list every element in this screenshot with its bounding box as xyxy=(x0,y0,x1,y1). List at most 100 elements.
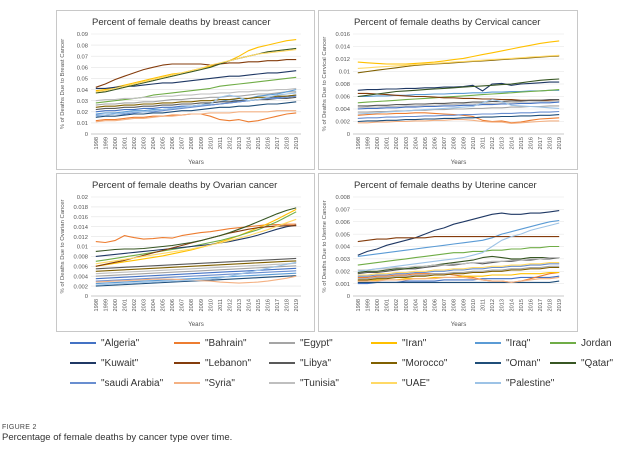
legend-label: "Kuwait" xyxy=(101,358,139,369)
figure-label: FIGURE 2 xyxy=(2,424,37,431)
legend-item: "Libya" xyxy=(269,358,331,372)
y-tick-label: 0.014 xyxy=(73,225,88,231)
series-line-uae xyxy=(357,54,560,69)
legend-swatch xyxy=(174,382,200,385)
x-tick-label: 2004 xyxy=(151,137,157,149)
legend-swatch xyxy=(269,342,295,345)
x-tick-label: 2008 xyxy=(452,299,458,311)
x-tick-label: 2012 xyxy=(227,299,233,311)
x-tick-label: 2002 xyxy=(132,137,138,149)
series-line-palestine xyxy=(95,92,297,117)
series-line-egypt xyxy=(357,265,560,280)
series-line-morocco xyxy=(357,55,560,74)
series-line-oman xyxy=(357,280,560,283)
x-tick-label: 1999 xyxy=(365,299,371,311)
y-tick-label: 0.02 xyxy=(77,195,88,201)
x-tick-label: 2004 xyxy=(413,299,419,311)
y-tick-label: 0 xyxy=(85,294,88,300)
chart-panel-3: Percent of female deaths by Ovarian canc… xyxy=(56,173,315,332)
series-line-qatar xyxy=(357,78,560,98)
y-tick-label: 0 xyxy=(347,294,350,300)
series-line-kuwait xyxy=(357,81,560,92)
legend-item: Jordan xyxy=(550,338,612,352)
y-tick-label: 0.01 xyxy=(339,70,350,76)
y-tick-label: 0.04 xyxy=(77,88,89,94)
y-tick-label: 0.07 xyxy=(77,54,88,60)
series-line-tunisia xyxy=(95,262,297,275)
x-tick-label: 2008 xyxy=(189,137,195,149)
y-tick-label: 0.03 xyxy=(77,99,88,105)
legend-swatch xyxy=(174,342,200,345)
x-tick-label: 2006 xyxy=(433,299,439,311)
legend-item: "Algeria" xyxy=(70,338,139,352)
y-tick-label: 0.008 xyxy=(335,195,350,201)
figure-caption: Percentage of female deaths by cancer ty… xyxy=(2,432,233,443)
legend-swatch xyxy=(475,382,501,385)
y-tick-label: 0.006 xyxy=(73,265,88,271)
y-tick-label: 0.004 xyxy=(335,245,350,251)
y-tick-label: 0 xyxy=(347,132,350,138)
legend-item: "Qatar" xyxy=(550,358,613,372)
y-tick-label: 0.001 xyxy=(335,282,350,288)
x-tick-label: 2012 xyxy=(227,137,233,149)
x-tick-label: 2006 xyxy=(433,137,439,149)
y-tick-label: 0.014 xyxy=(335,45,350,51)
legend-swatch xyxy=(269,362,295,365)
x-tick-label: 2012 xyxy=(490,137,496,149)
x-tick-label: 2004 xyxy=(151,299,157,311)
series-line-morocco xyxy=(357,266,560,281)
y-tick-label: 0.005 xyxy=(335,232,350,238)
x-tick-label: 2001 xyxy=(122,137,128,149)
y-tick-label: 0.06 xyxy=(77,66,88,72)
series-line-tunisia xyxy=(357,100,560,109)
x-tick-label: 2000 xyxy=(375,299,381,311)
series-line-saudi-arabia xyxy=(357,263,560,277)
chart-panel-4: Percent of female deaths by Uterine canc… xyxy=(318,173,578,332)
legend-item: "UAE" xyxy=(371,378,430,392)
y-tick-label: 0.02 xyxy=(77,110,88,116)
x-tick-label: 2004 xyxy=(413,137,419,149)
series-line-jordan xyxy=(357,245,560,266)
series-line-egypt xyxy=(95,91,297,106)
legend-swatch xyxy=(371,342,397,345)
y-tick-label: 0.006 xyxy=(335,220,350,226)
series-line-kuwait xyxy=(357,210,560,256)
x-axis-title: Years xyxy=(188,321,204,328)
panel-frame xyxy=(318,173,578,332)
series-line-jordan xyxy=(95,76,297,104)
x-tick-label: 2018 xyxy=(285,137,291,149)
chart-title: Percent of female deaths by Ovarian canc… xyxy=(92,180,277,191)
y-tick-label: 0.016 xyxy=(73,215,88,221)
y-tick-label: 0.01 xyxy=(77,245,88,251)
legend-swatch xyxy=(475,342,501,345)
chart-title: Percent of female deaths by Cervical can… xyxy=(354,17,540,28)
x-tick-label: 2010 xyxy=(208,299,214,311)
series-line-oman xyxy=(357,114,560,123)
legend-swatch xyxy=(550,362,576,365)
series-line-syria xyxy=(357,119,560,124)
panel-frame xyxy=(56,173,315,332)
series-line-kuwait xyxy=(95,224,297,257)
y-tick-label: 0.002 xyxy=(335,120,350,126)
series-line-uae xyxy=(95,49,297,93)
x-tick-label: 2008 xyxy=(452,137,458,149)
legend-swatch xyxy=(269,382,295,385)
legend-swatch xyxy=(70,342,96,345)
legend-swatch xyxy=(174,362,200,365)
x-tick-label: 2007 xyxy=(180,137,186,149)
legend-label: "Qatar" xyxy=(581,358,614,369)
x-tick-label: 2017 xyxy=(538,137,544,149)
x-tick-label: 2007 xyxy=(442,137,448,149)
legend-label: "Oman" xyxy=(506,358,541,369)
legend-label: "Bahrain" xyxy=(205,338,247,349)
x-tick-label: 2009 xyxy=(199,137,205,149)
x-tick-label: 2018 xyxy=(548,299,554,311)
x-tick-label: 2017 xyxy=(275,137,281,149)
x-tick-label: 2019 xyxy=(557,299,563,311)
series-line-iraq xyxy=(357,219,560,257)
y-axis-title: % of Deaths Due to Uterine Cancer xyxy=(322,200,328,292)
x-tick-label: 2016 xyxy=(266,299,272,311)
y-tick-label: 0.007 xyxy=(335,208,350,214)
x-tick-label: 2015 xyxy=(519,299,525,311)
series-line-lebanon xyxy=(95,59,297,88)
